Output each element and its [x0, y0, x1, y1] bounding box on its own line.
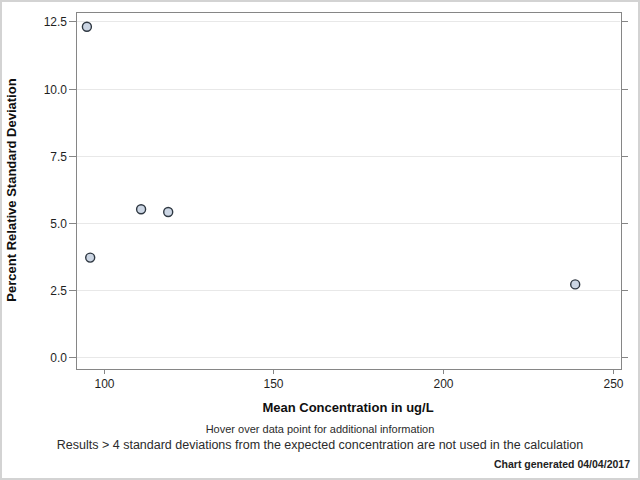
footer-hover-hint: Hover over data point for additional inf…	[2, 423, 638, 435]
footer-generated-date: Chart generated 04/04/2017	[494, 458, 630, 470]
data-point[interactable]	[164, 208, 173, 217]
y-tick-label: 12.5	[44, 15, 68, 29]
data-points	[82, 22, 579, 289]
data-point[interactable]	[86, 253, 95, 262]
axis-ticks	[69, 22, 628, 375]
chart-canvas: 0.0 2.5 5.0 7.5 10.0 12.5 100 150 200 250 Mean Co…	[0, 0, 640, 480]
y-tick-label: 2.5	[50, 284, 67, 298]
gridlines	[77, 22, 620, 358]
x-axis-title: Mean Concentration in ug/L	[262, 400, 433, 415]
x-tick-label: 250	[603, 377, 623, 391]
scatter-plot: 0.0 2.5 5.0 7.5 10.0 12.5 100 150 200 250 Mean Co…	[2, 2, 640, 420]
y-tick-label: 10.0	[44, 83, 68, 97]
data-point[interactable]	[137, 205, 146, 214]
x-tick-label: 200	[433, 377, 453, 391]
data-point[interactable]	[82, 22, 91, 31]
x-tick-label: 150	[263, 377, 283, 391]
y-axis-title: Percent Relative Standard Deviation	[4, 78, 19, 301]
plot-area	[76, 12, 621, 369]
footer-exclusion-note: Results > 4 standard deviations from the…	[2, 438, 638, 452]
y-tick-label: 0.0	[50, 351, 67, 365]
x-tick-label: 100	[94, 377, 114, 391]
tick-labels: 0.0 2.5 5.0 7.5 10.0 12.5 100 150 200 250	[44, 15, 624, 392]
y-tick-label: 5.0	[50, 217, 67, 231]
y-tick-label: 7.5	[50, 150, 67, 164]
data-point[interactable]	[571, 280, 580, 289]
